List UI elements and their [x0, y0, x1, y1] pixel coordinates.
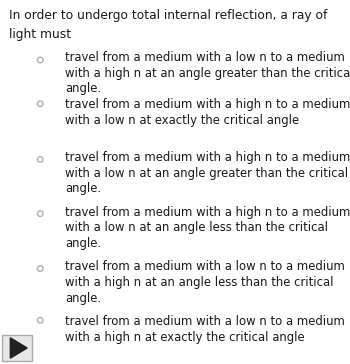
- Text: In order to undergo total internal reflection, a ray of: In order to undergo total internal refle…: [9, 9, 327, 22]
- Text: with a high n at exactly the critical angle: with a high n at exactly the critical an…: [65, 331, 304, 344]
- Text: angle.: angle.: [65, 82, 101, 95]
- Text: travel from a medium with a low n to a medium: travel from a medium with a low n to a m…: [65, 260, 345, 273]
- Polygon shape: [10, 338, 27, 358]
- Text: light must: light must: [9, 28, 71, 41]
- Text: angle.: angle.: [65, 237, 101, 250]
- Text: with a low n at an angle less than the critical: with a low n at an angle less than the c…: [65, 221, 328, 234]
- Text: travel from a medium with a low n to a medium: travel from a medium with a low n to a m…: [65, 315, 345, 328]
- Text: angle.: angle.: [65, 292, 101, 305]
- Text: travel from a medium with a low n to a medium: travel from a medium with a low n to a m…: [65, 51, 345, 64]
- Text: travel from a medium with a high n to a medium: travel from a medium with a high n to a …: [65, 151, 350, 164]
- Text: with a high n at an angle greater than the critical: with a high n at an angle greater than t…: [65, 67, 350, 80]
- Text: with a low n at an angle greater than the critical: with a low n at an angle greater than th…: [65, 167, 348, 180]
- Text: with a high n at an angle less than the critical: with a high n at an angle less than the …: [65, 276, 333, 289]
- Text: travel from a medium with a high n to a medium: travel from a medium with a high n to a …: [65, 98, 350, 111]
- Text: with a low n at exactly the critical angle: with a low n at exactly the critical ang…: [65, 114, 299, 127]
- Text: travel from a medium with a high n to a medium: travel from a medium with a high n to a …: [65, 206, 350, 219]
- Text: angle.: angle.: [65, 182, 101, 195]
- FancyBboxPatch shape: [2, 335, 31, 361]
